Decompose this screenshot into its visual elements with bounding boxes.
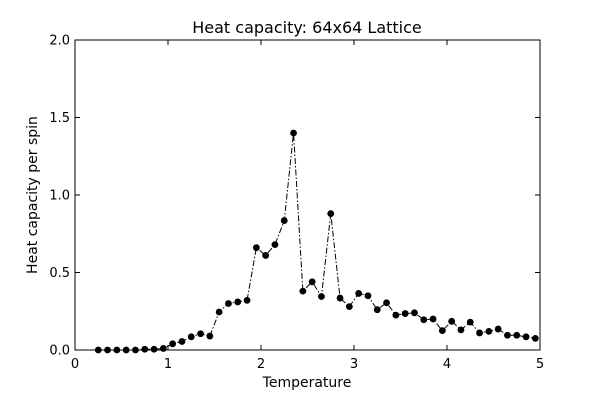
x-tick-label: 2: [257, 357, 265, 372]
y-tick-label: 2.0: [49, 34, 70, 49]
data-point: [336, 294, 344, 302]
y-tick-label: 1.5: [49, 111, 70, 126]
data-point: [234, 298, 242, 306]
data-point: [401, 310, 409, 317]
data-point: [159, 345, 167, 352]
data-point: [438, 327, 446, 335]
y-tick-label: 0.0: [49, 344, 70, 359]
data-point: [215, 308, 223, 316]
data-point: [187, 333, 195, 341]
data-point: [318, 293, 325, 300]
data-point: [494, 325, 502, 333]
data-point: [206, 332, 214, 340]
data-point: [466, 318, 474, 326]
data-point: [178, 338, 186, 345]
axis-ticks: 0 1 2 3 4 5 0.0 0.5 1.0 1.5 2.0: [49, 34, 544, 373]
data-point: [327, 210, 335, 218]
x-tick-label: 1: [164, 357, 172, 372]
x-tick-label: 3: [350, 357, 358, 372]
x-tick-label: 4: [443, 357, 451, 372]
data-point: [197, 330, 204, 338]
data-point: [262, 252, 270, 259]
data-point: [476, 329, 483, 337]
data-point: [290, 129, 297, 137]
plot-area: [94, 129, 539, 354]
data-point: [299, 287, 307, 295]
x-tick-label: 5: [536, 357, 544, 372]
data-point: [420, 316, 428, 324]
data-point: [280, 217, 288, 224]
data-point: [457, 326, 465, 334]
data-point: [383, 299, 390, 307]
data-point: [373, 306, 381, 314]
data-point: [485, 328, 493, 335]
y-axis-label: Heat capacity per spin: [25, 116, 41, 274]
data-point: [429, 315, 437, 323]
x-axis-label: Temperature: [262, 375, 352, 391]
data-point: [504, 331, 511, 339]
data-point: [243, 297, 251, 304]
data-point: [271, 241, 279, 249]
y-tick-label: 1.0: [49, 189, 70, 204]
data-point: [411, 309, 418, 317]
data-point: [531, 334, 539, 342]
x-tick-label: 0: [71, 357, 79, 372]
data-point: [141, 345, 149, 353]
data-point: [225, 300, 232, 307]
data-point: [392, 311, 400, 319]
data-point: [355, 290, 363, 297]
data-point: [345, 303, 353, 310]
chart-title: Heat capacity: 64x64 Lattice: [192, 18, 422, 37]
data-point: [513, 331, 521, 339]
plot-frame: [74, 39, 541, 351]
data-point: [364, 292, 372, 300]
data-point: [448, 317, 456, 325]
data-point: [150, 345, 158, 353]
data-point: [169, 340, 177, 348]
data-point: [522, 333, 530, 341]
data-point: [252, 244, 260, 252]
data-point: [308, 278, 316, 286]
series-line: [98, 132, 536, 351]
y-tick-label: 0.5: [49, 266, 70, 281]
